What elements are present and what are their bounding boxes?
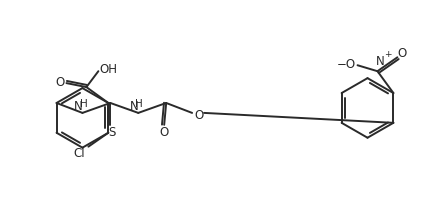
Text: −O: −O [337,58,356,71]
Text: O: O [194,109,204,122]
Text: OH: OH [99,63,117,76]
Text: N: N [74,100,83,113]
Text: +: + [384,50,391,59]
Text: O: O [398,47,407,60]
Text: S: S [108,126,116,139]
Text: O: O [56,76,65,89]
Text: H: H [135,99,143,109]
Text: Cl: Cl [74,147,85,160]
Text: H: H [79,99,87,109]
Text: N: N [376,55,385,68]
Text: O: O [160,126,169,139]
Text: N: N [130,100,138,113]
